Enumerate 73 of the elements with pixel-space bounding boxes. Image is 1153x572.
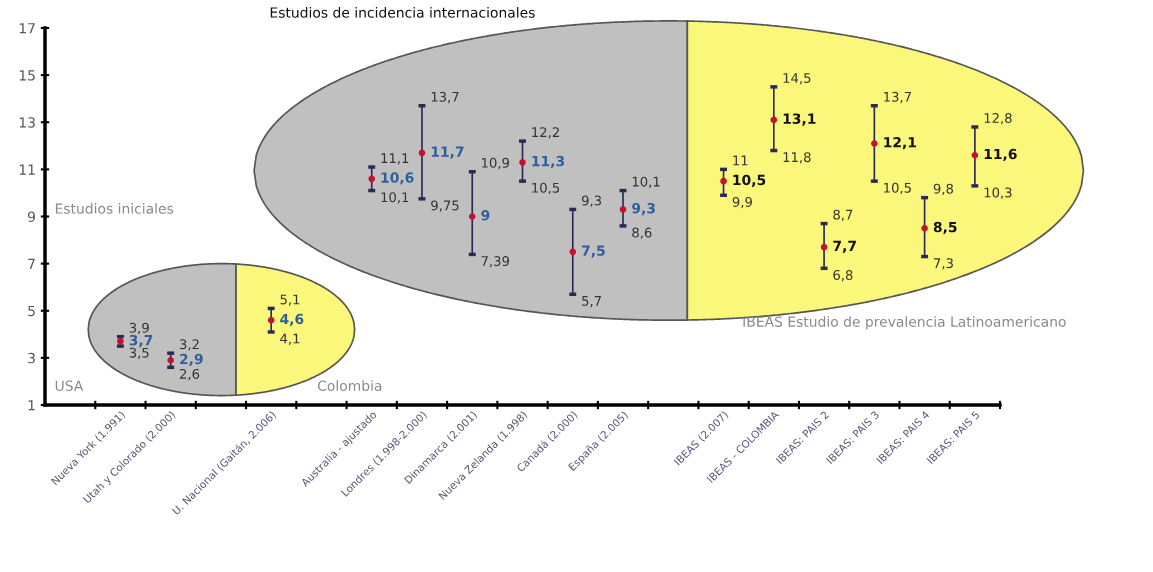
annotation: Colombia [317, 380, 382, 391]
annotation: 3,5 [129, 347, 149, 360]
data-label: 4,6 [280, 313, 304, 326]
annotation: 10,5 [532, 182, 560, 195]
data-label: 11,6 [984, 148, 1017, 162]
annotation: 11,1 [381, 153, 409, 165]
annotation: 2,6 [179, 368, 200, 381]
annotation: 8,6 [632, 227, 652, 239]
point [468, 213, 476, 220]
point [519, 159, 526, 166]
annotation: 13,7 [884, 91, 911, 104]
text: Estudios de incidencia internacionales [270, 7, 535, 18]
annotation: IBEAS Estudio de prevalencia Latinoamericano [743, 316, 1066, 330]
data-label: 8,5 [933, 221, 957, 235]
annotation: 12,2 [532, 127, 559, 139]
point [167, 356, 174, 364]
annotation: 10,5 [884, 182, 911, 195]
point [619, 206, 627, 213]
data-label: 3,7 [129, 334, 153, 348]
annotation: 5,1 [280, 294, 300, 306]
annotation: 7,3 [934, 258, 953, 270]
y-tick-label: 3 [28, 352, 35, 364]
annotation: 7,39 [481, 256, 510, 268]
annotation: 10,1 [632, 176, 660, 188]
data-label: 10,5 [733, 174, 766, 187]
data-label: 2,9 [180, 353, 203, 367]
annotation: 11 [733, 155, 748, 166]
data-label: 10,6 [381, 172, 414, 185]
y-tick-label: 13 [19, 117, 35, 128]
y-tick-label: 1 [28, 400, 35, 411]
annotation: 14,5 [783, 73, 811, 85]
annotation: 10,9 [482, 157, 510, 170]
data-label: 9 [481, 210, 490, 221]
annotation: 6,8 [833, 269, 853, 282]
annotation: 4,1 [280, 333, 300, 345]
annotation: 8,7 [833, 209, 853, 221]
annotation: 9,3 [581, 195, 602, 207]
y-tick-label: 11 [19, 164, 35, 175]
annotation: 10,3 [984, 187, 1012, 199]
y-tick-label: 17 [19, 23, 35, 34]
point [971, 151, 979, 159]
annotation: 9,9 [732, 196, 752, 209]
annotation: 13,7 [431, 91, 459, 104]
data-label: 9,3 [632, 202, 655, 216]
point [720, 177, 727, 185]
data-label: 11,7 [431, 146, 464, 159]
point [267, 316, 275, 324]
annotation: 11,8 [783, 152, 811, 164]
annotation: 3,2 [180, 339, 199, 351]
point [569, 248, 577, 256]
y-tick-label: 7 [28, 258, 35, 269]
data-label: 11,3 [532, 155, 564, 169]
y-tick-label: 15 [19, 70, 35, 81]
point [770, 116, 778, 124]
annotation: 12,8 [984, 113, 1012, 125]
data-label: 7,7 [833, 240, 856, 253]
annotation: 3,9 [129, 322, 149, 335]
annotation: USA [55, 380, 84, 391]
point [418, 149, 426, 157]
y-tick-label: 9 [28, 211, 35, 222]
data-label: 13,1 [783, 113, 816, 126]
annotation: 5,7 [582, 296, 601, 308]
data-label: 7,5 [582, 245, 605, 258]
annotation: 9,75 [431, 200, 459, 212]
point [871, 140, 878, 147]
annotation: 10,1 [381, 192, 409, 204]
annotation: 9,8 [933, 183, 954, 196]
y-tick-label: 5 [28, 305, 35, 317]
point [820, 243, 828, 251]
data-label: 12,1 [884, 136, 916, 150]
point [921, 224, 928, 232]
point [368, 175, 376, 183]
annotation: Estudios iniciales [55, 203, 174, 214]
